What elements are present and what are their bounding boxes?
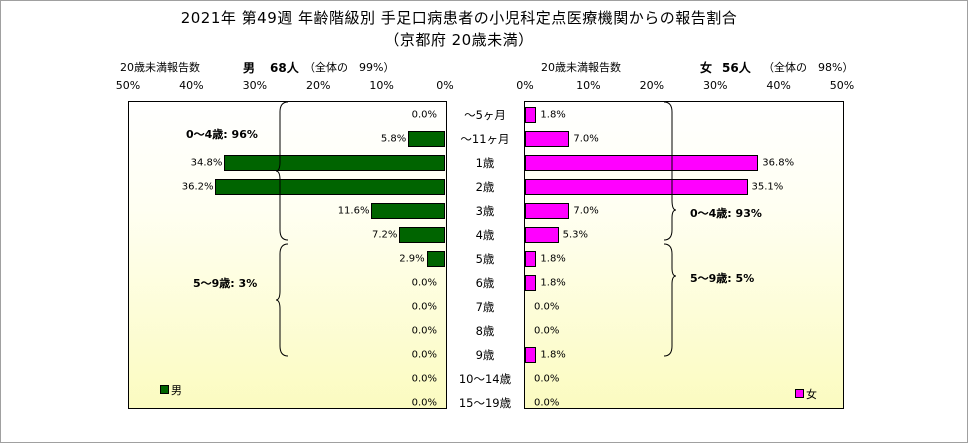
female-bar bbox=[525, 179, 748, 195]
female-value-label: 0.0% bbox=[534, 397, 560, 409]
chart-subtitle: （京都府 20歳未満） bbox=[384, 31, 534, 49]
male-value-label: 7.2% bbox=[371, 229, 398, 241]
left-axis-tick: 30% bbox=[242, 79, 268, 92]
female-bar bbox=[525, 155, 759, 171]
female-value-label: 1.8% bbox=[540, 277, 566, 289]
category-label: 10～14歳 bbox=[458, 372, 512, 386]
female-bar bbox=[525, 227, 559, 243]
legend-male-label: 男 bbox=[171, 384, 182, 397]
male-share: （全体の 99%） bbox=[304, 61, 395, 74]
left-axis-tick: 10% bbox=[369, 79, 394, 92]
female-bar bbox=[525, 275, 537, 291]
male-bar bbox=[215, 179, 445, 195]
female-group-5-9-label: 5～9歳: 5% bbox=[690, 272, 755, 285]
male-count: 68人 bbox=[270, 61, 299, 75]
male-group-0-4-label: 0～4歳: 96% bbox=[186, 128, 258, 141]
female-sex-label: 女 bbox=[700, 61, 713, 75]
male-value-label: 2.9% bbox=[399, 253, 425, 265]
legend-male: 男 bbox=[160, 382, 182, 398]
male-bar bbox=[399, 227, 445, 243]
male-value-label: 0.0% bbox=[411, 301, 437, 313]
legend-female-label: 女 bbox=[806, 388, 817, 401]
male-group-5-9-label: 5～9歳: 3% bbox=[193, 277, 258, 290]
female-value-label: 0.0% bbox=[534, 373, 560, 385]
female-value-label: 0.0% bbox=[534, 325, 560, 337]
legend-female: 女 bbox=[795, 386, 817, 402]
category-label: 2歳 bbox=[475, 180, 495, 194]
female-bar bbox=[525, 203, 570, 219]
male-value-label: 0.0% bbox=[411, 349, 437, 361]
male-value-label: 0.0% bbox=[411, 373, 437, 385]
male-bar bbox=[371, 203, 445, 219]
left-axis-tick: 20% bbox=[305, 79, 331, 92]
category-label: 8歳 bbox=[475, 324, 495, 338]
category-label: 5歳 bbox=[475, 252, 495, 266]
right-axis-tick: 30% bbox=[702, 79, 728, 92]
male-group-brace-0-4 bbox=[275, 101, 289, 241]
right-axis-tick: 0% bbox=[516, 79, 534, 92]
female-share: （全体の 98%） bbox=[763, 61, 854, 74]
female-value-label: 0.0% bbox=[534, 301, 560, 313]
chart-title: 2021年 第49週 年齢階級別 手足口病患者の小児科定点医療機関からの報告割合 bbox=[180, 9, 738, 27]
female-bar bbox=[525, 131, 570, 147]
female-plot-area bbox=[524, 101, 844, 409]
right-axis-tick: 50% bbox=[829, 79, 855, 92]
male-sex-label: 男 bbox=[243, 61, 256, 75]
female-value-label: 1.8% bbox=[540, 253, 566, 265]
female-count-label: 20歳未満報告数 bbox=[541, 61, 621, 74]
female-value-label: 5.3% bbox=[562, 229, 588, 241]
male-value-label: 0.0% bbox=[411, 325, 437, 337]
female-value-label: 35.1% bbox=[751, 181, 784, 193]
category-label: 15～19歳 bbox=[458, 396, 512, 410]
male-value-label: 0.0% bbox=[411, 277, 437, 289]
male-value-label: 11.6% bbox=[337, 205, 370, 217]
category-label: 1歳 bbox=[475, 156, 495, 170]
left-axis-tick: 40% bbox=[179, 79, 204, 92]
category-label: 4歳 bbox=[475, 228, 495, 242]
male-value-label: 0.0% bbox=[411, 397, 437, 409]
male-bar bbox=[408, 131, 445, 147]
legend-male-swatch bbox=[160, 385, 169, 394]
category-label: 7歳 bbox=[475, 300, 495, 314]
left-axis-tick: 0% bbox=[436, 79, 454, 92]
female-group-0-4-label: 0～4歳: 93% bbox=[690, 207, 762, 220]
male-value-label: 0.0% bbox=[411, 109, 437, 121]
female-value-label: 36.8% bbox=[762, 157, 795, 169]
male-bar bbox=[224, 155, 445, 171]
male-value-label: 36.2% bbox=[181, 181, 214, 193]
female-value-label: 7.0% bbox=[573, 205, 599, 217]
category-label: 6歳 bbox=[475, 276, 495, 290]
right-axis-tick: 40% bbox=[766, 79, 791, 92]
category-label: ～11ヶ月 bbox=[460, 132, 510, 146]
right-axis-tick: 20% bbox=[639, 79, 665, 92]
female-value-label: 1.8% bbox=[540, 349, 566, 361]
male-group-brace-5-9 bbox=[275, 243, 289, 357]
female-count: 56人 bbox=[722, 61, 751, 75]
legend-female-swatch bbox=[795, 389, 804, 398]
female-value-label: 7.0% bbox=[573, 133, 599, 145]
female-group-brace-0-4 bbox=[663, 101, 677, 241]
male-count-label: 20歳未満報告数 bbox=[120, 61, 200, 74]
female-bar bbox=[525, 251, 537, 267]
male-bar bbox=[426, 251, 445, 267]
category-label: 9歳 bbox=[475, 348, 495, 362]
female-bar bbox=[525, 107, 537, 123]
female-bar bbox=[525, 347, 537, 363]
female-value-label: 1.8% bbox=[540, 109, 566, 121]
male-value-label: 34.8% bbox=[190, 157, 223, 169]
category-label: 3歳 bbox=[475, 204, 495, 218]
male-value-label: 5.8% bbox=[380, 133, 407, 145]
left-axis-tick: 50% bbox=[115, 79, 141, 92]
male-plot-area bbox=[128, 101, 447, 409]
category-label: ～5ヶ月 bbox=[464, 108, 506, 122]
female-group-brace-5-9 bbox=[663, 243, 677, 357]
right-axis-tick: 10% bbox=[576, 79, 601, 92]
